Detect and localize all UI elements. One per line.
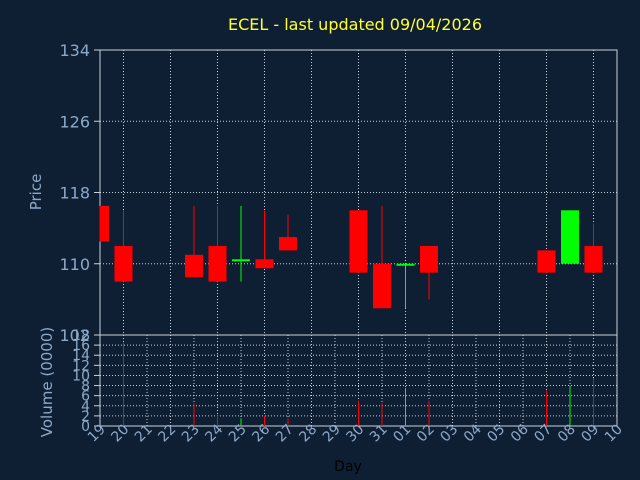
day-tick-label: 21 [132,422,156,446]
volume-tick-label: 0 [81,419,90,435]
x-axis-label: Day [334,459,362,475]
candle-body [185,254,203,278]
candle-body [396,263,415,266]
candle-body [100,205,109,242]
candle-body [208,245,227,282]
day-tick-label: 08 [555,422,579,446]
price-tick-label: 118 [59,184,90,203]
price-tick-label: 110 [59,255,90,274]
price-axis-label: Price [27,174,45,211]
volume-tick-label: 8 [81,379,90,395]
day-tick-label: 02 [414,422,438,446]
price-panel: 134 126 118 110 102 [59,41,618,345]
price-tick-label: 102 [59,326,90,345]
day-tick-label: 06 [508,421,532,445]
chart-title: ECEL - last updated 09/04/2026 [228,15,482,34]
day-tick-label: 31 [367,422,391,446]
volume-tick-label: 14 [72,348,90,364]
day-tick-label: 30 [343,422,367,446]
day-tick-label: 03 [437,422,461,446]
day-tick-label: 20 [108,422,132,446]
volume-tick-label: 18 [72,328,90,344]
price-tick-label: 126 [59,112,90,131]
candle-body [114,245,133,282]
volume-tick-label: 16 [72,338,90,354]
volume-tick-label: 12 [72,358,90,374]
candle-body [537,250,556,273]
day-tick-label: 26 [249,421,273,445]
volume-axis-label: Volume (0000) [38,327,56,437]
day-tick-label: 04 [461,421,485,445]
candle-body [420,245,438,273]
day-tick-label: 25 [226,422,250,446]
candle-body [232,259,250,262]
candle-body [584,245,603,273]
candle-body [279,237,297,251]
day-tick-label: 23 [179,422,203,446]
volume-tick-label: 4 [81,399,90,415]
day-tick-label: 24 [202,421,226,445]
day-tick-label: 28 [296,422,320,446]
candle-body [255,259,274,269]
day-tick-label: 07 [531,422,555,446]
day-tick-label: 05 [484,422,508,446]
volume-tick-label: 6 [81,389,90,405]
day-tick-label: 10 [602,422,626,446]
day-tick-label: 27 [273,422,297,446]
candle-body [373,263,391,309]
volume-tick-label: 2 [81,409,90,425]
x-axis: 19 20 21 22 23 24 25 26 27 28 29 30 31 01 02 03 04 05 06 07… [85,421,626,445]
day-tick-label: 29 [320,422,344,446]
day-tick-label: 01 [390,422,414,446]
volume-tick-label: 10 [72,368,90,384]
day-tick-label: 22 [155,422,179,446]
day-tick-label: 09 [578,422,602,446]
price-tick-label: 134 [59,41,90,60]
candle-body [349,210,368,273]
candle-body [561,210,579,264]
